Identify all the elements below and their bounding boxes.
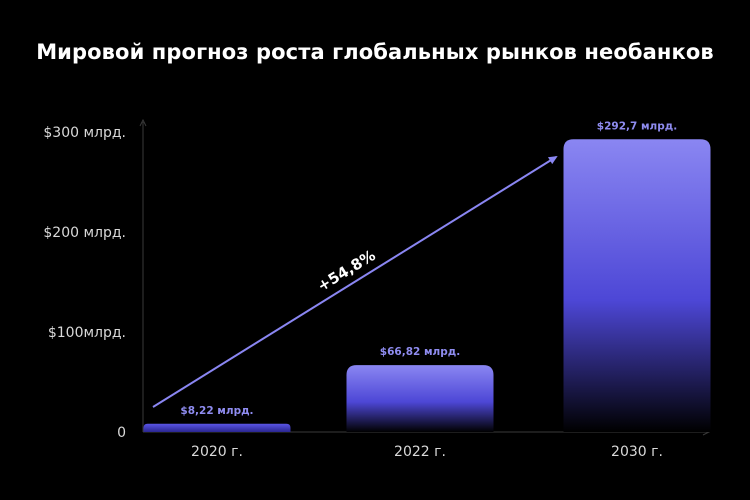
bar-1 (346, 365, 494, 432)
x-tick-label: 2020 г. (191, 444, 243, 460)
bar-0 (143, 423, 291, 432)
bar-2 (563, 139, 711, 433)
growth-arrow (152, 155, 558, 408)
y-tick-label: $200 млрд. (43, 225, 126, 241)
y-tick-label: $300 млрд. (43, 125, 126, 141)
y-tick-label: $100млрд. (48, 325, 126, 341)
data-label: $66,82 млрд. (380, 346, 460, 358)
data-label: $292,7 млрд. (597, 120, 677, 132)
data-label: $8,22 млрд. (180, 405, 253, 417)
x-tick-label: 2022 г. (394, 444, 446, 460)
chart-title: Мировой прогноз роста глобальных рынков … (36, 40, 714, 64)
y-axis-arrow (139, 118, 147, 127)
x-tick-label: 2030 г. (611, 444, 663, 460)
y-tick-label: 0 (117, 425, 126, 441)
